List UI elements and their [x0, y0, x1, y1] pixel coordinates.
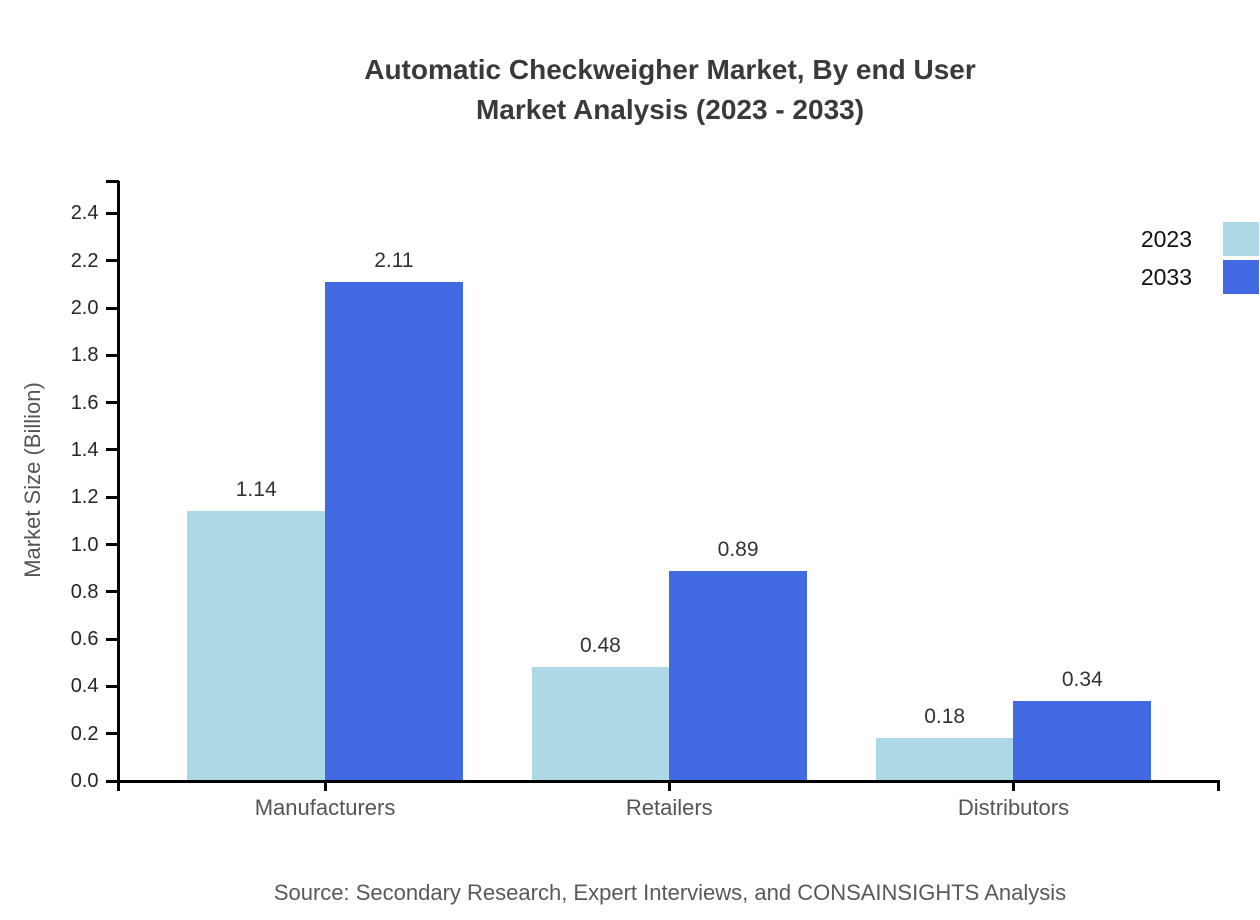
bar-2023-manufacturers [187, 511, 326, 781]
x-category-label-distributors: Distributors [957, 795, 1070, 820]
y-tick-0.8 [105, 590, 119, 594]
y-tick-label-0.0: 0.0 [70, 770, 99, 792]
legend-label-2033: 2033 [1140, 264, 1192, 290]
bar-value-2023-distributors: 0.18 [924, 705, 966, 729]
y-tick-1.6 [105, 401, 119, 405]
legend-swatch-2033 [1223, 260, 1259, 294]
chart-title: Automatic Checkweigher Market, By end Us… [364, 54, 976, 125]
y-tick-0.4 [105, 684, 119, 688]
y-tick-2.4 [105, 211, 119, 215]
y-tick-2.0 [105, 306, 119, 310]
y-axis-top-cap [105, 179, 119, 183]
y-tick-label-1.6: 1.6 [70, 391, 99, 414]
bar-2033-distributors [1013, 700, 1152, 781]
y-tick-label-0.6: 0.6 [70, 628, 99, 651]
bar-value-2023-manufacturers: 1.14 [235, 478, 277, 502]
source-note: Source: Secondary Research, Expert Inter… [273, 880, 1067, 905]
y-tick-0.6 [105, 637, 119, 641]
y-tick-label-0.2: 0.2 [70, 722, 99, 745]
legend-item-2033: 2033 [1000, 260, 1260, 295]
bar-value-2023-retailers: 0.48 [579, 634, 621, 658]
x-axis-line [105, 779, 1220, 783]
y-tick-label-0.4: 0.4 [70, 675, 99, 698]
y-tick-label-2.2: 2.2 [70, 249, 99, 272]
bar-2023-retailers [531, 667, 670, 781]
y-tick-1.4 [105, 448, 119, 452]
y-tick-1.0 [105, 543, 119, 546]
x-tick-retailers [667, 781, 671, 791]
y-tick-label-1.4: 1.4 [70, 438, 99, 461]
y-tick-label-2.0: 2.0 [70, 297, 99, 319]
x-category-label-manufacturers: Manufacturers [254, 795, 396, 820]
y-tick-label-1.0: 1.0 [70, 533, 99, 556]
y-tick-1.2 [105, 495, 119, 499]
y-tick-label-1.8: 1.8 [70, 344, 99, 367]
bar-value-2033-retailers: 0.89 [717, 537, 759, 561]
y-axis-line [117, 181, 120, 791]
y-tick-1.8 [105, 353, 119, 357]
x-axis-end-cap [1217, 781, 1220, 791]
x-category-label-retailers: Retailers [625, 795, 713, 820]
x-tick-distributors [1011, 781, 1015, 791]
bar-value-2033-manufacturers: 2.11 [374, 248, 414, 272]
y-tick-0.2 [105, 732, 119, 736]
legend-item-2023: 2023 [1000, 222, 1260, 257]
bar-value-2033-distributors: 0.34 [1061, 667, 1103, 691]
y-tick-label-0.8: 0.8 [70, 580, 99, 603]
y-tick-2.2 [105, 259, 119, 263]
x-tick-manufacturers [323, 781, 327, 791]
bar-2033-manufacturers [325, 281, 463, 781]
legend-label-2023: 2023 [1140, 226, 1192, 252]
y-tick-label-2.4: 2.4 [70, 202, 99, 225]
legend-swatch-2023 [1223, 222, 1259, 256]
bar-2033-retailers [669, 570, 807, 781]
y-tick-label-1.2: 1.2 [70, 486, 99, 509]
bar-2023-distributors [875, 738, 1014, 781]
